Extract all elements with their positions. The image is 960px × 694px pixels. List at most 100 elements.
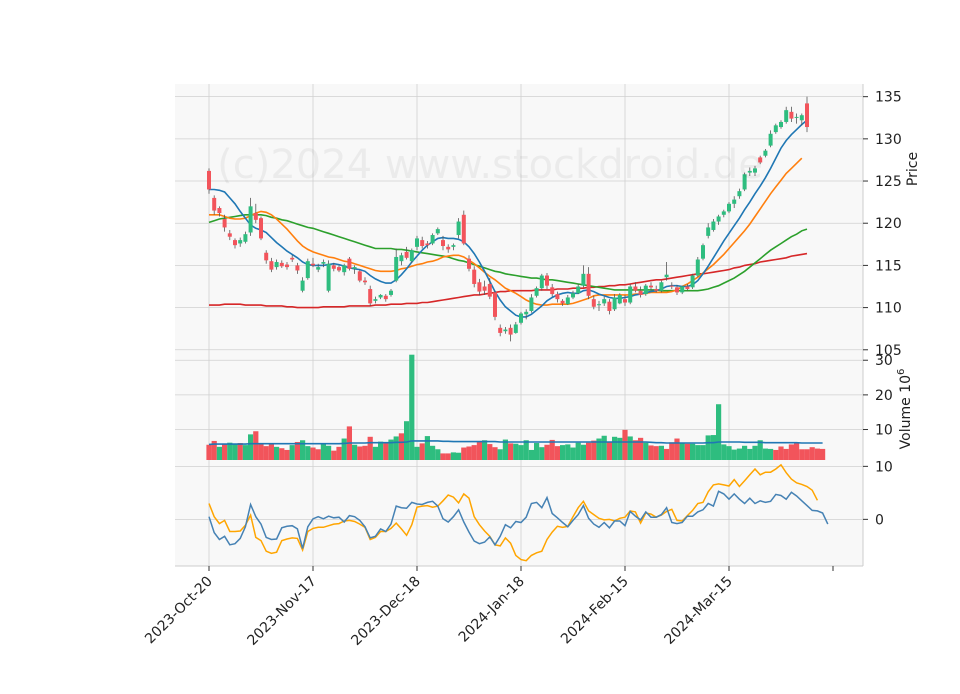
volume-bar-101 [731,449,737,460]
volume-bar-95 [700,445,706,460]
candle-body-44 [435,229,440,234]
candle-body-88 [664,274,669,278]
candle-body-10 [259,218,263,239]
volume-bar-111 [783,448,789,460]
volume-bar-22 [320,443,326,460]
price-ytick-label-1: 110 [875,301,902,317]
candle-body-89 [669,285,674,287]
candle-body-5 [233,240,237,246]
candle-body-65 [545,275,549,286]
volume-bar-85 [648,445,654,460]
x-axis: 2023-Oct-20 2023-Nov-17 2023-Dec-18 2024-Ja… [142,565,863,649]
candle-body-62 [529,297,534,311]
price-ytick-label-6: 135 [875,90,902,106]
volume-bar-46 [445,453,451,460]
candle-body-14 [279,262,284,267]
candle-body-115 [805,103,809,128]
volume-bar-25 [336,446,342,460]
candle-body-32 [373,299,378,301]
volume-bar-30 [362,445,368,460]
candle-body-52 [477,282,482,292]
volume-bar-89 [669,442,675,460]
watermark: (c)2024 www.stockdroid.de [217,142,763,188]
volume-bar-34 [383,443,389,460]
candle-body-41 [420,240,425,246]
candle-body-113 [794,116,799,118]
volume-bar-6 [237,443,243,460]
volume-ylabel-exponent: 6 [896,369,907,375]
volume-bar-45 [440,453,446,460]
volume-bar-10 [258,444,264,460]
candle-body-100 [727,203,731,212]
candle-body-108 [768,133,773,146]
volume-bar-99 [721,444,727,460]
candle-body-70 [571,293,575,298]
volume-bar-4 [227,442,233,460]
candle-body-86 [654,289,659,291]
volume-bar-2 [216,446,222,460]
candle-body-78 [612,297,617,310]
candle-body-85 [649,285,653,288]
candle-body-90 [675,287,679,293]
volume-bar-59 [513,443,519,460]
candle-body-92 [685,286,690,290]
volume-bar-86 [653,446,659,460]
volume-bar-90 [674,438,680,460]
volume-ma-line [208,440,823,446]
candle-body-112 [789,111,794,119]
volume-ylabel: Volume 106 [896,369,914,450]
volume-bar-18 [300,440,306,460]
candle-body-75 [597,304,601,306]
volume-bar-92 [684,443,690,460]
volume-bar-70 [570,447,576,460]
volume-bar-68 [560,445,566,460]
osc-line-osc1 [208,490,829,549]
volume-bar-36 [393,436,399,460]
volume-bar-13 [274,446,280,460]
candle-body-20 [311,263,315,266]
volume-bar-57 [502,439,508,460]
volume-bar-77 [606,442,612,460]
candle-body-0 [207,170,211,190]
volume-bar-100 [726,446,732,460]
volume-bar-105 [752,445,758,460]
volume-bar-65 [544,444,550,460]
volume-bar-55 [492,447,498,460]
volume-bar-32 [372,446,378,460]
price-background [175,84,863,354]
candle-body-47 [451,245,456,247]
candle-body-101 [732,199,737,204]
candle-body-68 [560,300,565,304]
volume-bar-104 [747,448,753,460]
volume-bar-14 [279,448,285,460]
candle-body-11 [264,252,269,261]
volume-bar-58 [508,443,514,460]
volume-bar-43 [430,445,436,460]
volume-bar-37 [398,433,404,460]
volume-bar-114 [799,449,805,460]
candle-body-110 [779,121,783,128]
volume-bar-76 [601,435,607,460]
price-ytick-label-5: 130 [875,132,902,148]
volume-bar-110 [778,446,784,460]
candle-body-21 [316,267,321,270]
volume-bar-81 [627,436,633,460]
volume-bar-51 [471,445,477,460]
price-ytick-label-4: 125 [875,174,902,190]
volume-bar-56 [497,449,503,460]
volume-ytick-label-0: 10 [875,423,893,439]
candle-body-87 [659,282,664,291]
candle-body-22 [321,262,326,264]
candle-body-111 [784,110,789,122]
candle-body-91 [680,286,685,293]
candle-body-82 [633,286,638,291]
candle-body-24 [331,265,336,269]
volume-bar-1 [211,440,217,460]
volume-bar-78 [612,436,618,460]
volume-ytick-label-1: 20 [875,388,893,404]
volume-bar-47 [450,452,456,460]
candle-body-30 [363,280,367,283]
volume-bar-53 [482,440,488,460]
price-ytick-label-0: 105 [875,343,902,359]
candle-body-77 [607,301,612,311]
